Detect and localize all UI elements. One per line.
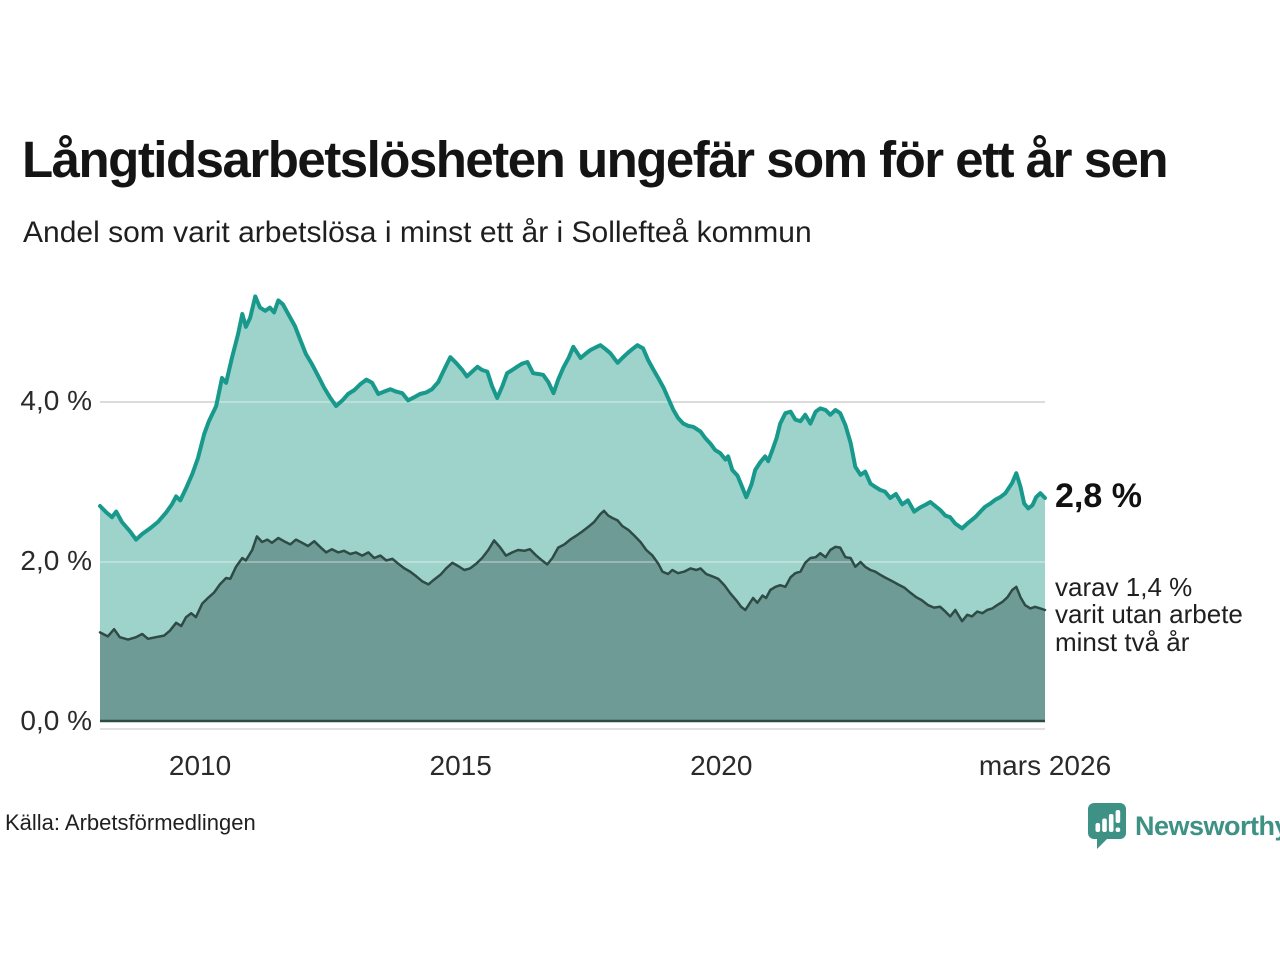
x-axis-label: mars 2026 <box>978 750 1112 781</box>
source-text: Källa: Arbetsförmedlingen <box>5 810 256 835</box>
x-axis-label: 2015 <box>429 750 492 781</box>
chart-subtitle: Andel som varit arbetslösa i minst ett å… <box>23 216 812 249</box>
chart-title: Långtidsarbetslösheten ungefär som för e… <box>22 131 1169 188</box>
newsworthy-logo: Newsworthy <box>1087 802 1280 850</box>
x-axis-label: 2020 <box>690 750 753 781</box>
y-axis-label: 2,0 % <box>20 545 92 576</box>
y-axis-label: 0,0 % <box>20 705 92 736</box>
newsworthy-bubble-chart-icon <box>1088 803 1126 849</box>
end-value-label: 2,8 % <box>1055 477 1142 515</box>
newsworthy-wordmark: Newsworthy <box>1135 810 1280 841</box>
end-note-label: varav 1,4 % varit utan arbete minst två … <box>1055 572 1243 657</box>
x-axis-label: 2010 <box>168 750 232 781</box>
y-axis-label: 4,0 % <box>20 385 92 416</box>
